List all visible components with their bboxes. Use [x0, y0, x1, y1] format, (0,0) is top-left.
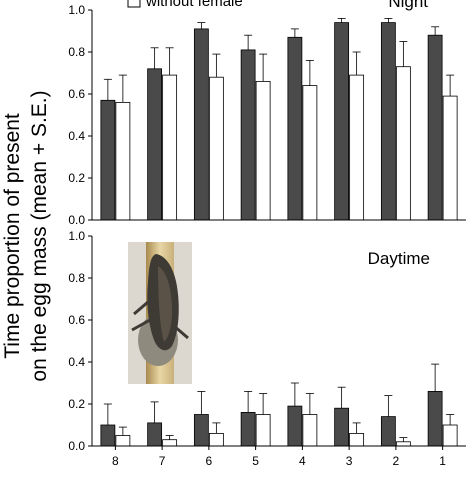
y-tick-label: 0.4 — [68, 355, 85, 369]
bar-light-night-7 — [162, 74, 178, 221]
bar-light-daytime-6 — [208, 432, 224, 447]
bar-light-daytime-3 — [349, 432, 365, 447]
bar-light-night-1 — [442, 95, 458, 221]
legend: without female — [127, 0, 243, 10]
insect-leg-shape — [131, 300, 189, 340]
y-tick-label: 0.2 — [68, 171, 85, 185]
y-tick-label: 0.6 — [68, 87, 85, 101]
x-tick-label: 7 — [159, 454, 166, 468]
bar-light-night-4 — [302, 85, 318, 221]
x-tick-label: 4 — [299, 454, 306, 468]
x-tick-label: 2 — [393, 454, 400, 468]
y-axis-label-line-2: on the egg mass (mean + S.E.) — [28, 90, 51, 381]
bar-dark-daytime-3 — [334, 407, 350, 447]
bar-dark-night-2 — [380, 22, 396, 221]
panel-label-daytime: Daytime — [368, 249, 430, 268]
bar-dark-night-5 — [240, 49, 256, 221]
y-tick-label: 1.0 — [68, 229, 85, 243]
legend-swatch-without-female — [127, 0, 141, 8]
x-tick-label: 8 — [112, 454, 119, 468]
bar-dark-night-6 — [193, 28, 209, 221]
bar-light-daytime-2 — [395, 441, 411, 447]
y-tick-label: 1.0 — [68, 3, 85, 17]
bar-light-night-8 — [115, 102, 131, 221]
bar-dark-daytime-4 — [287, 405, 303, 447]
bar-light-night-2 — [395, 66, 411, 221]
bar-dark-daytime-7 — [147, 422, 163, 447]
y-tick-label: 0.2 — [68, 397, 85, 411]
y-tick-label: 0.8 — [68, 45, 85, 59]
bar-light-daytime-5 — [255, 414, 271, 447]
bar-dark-daytime-2 — [380, 416, 396, 447]
bar-dark-night-4 — [287, 36, 303, 221]
bar-light-daytime-4 — [302, 414, 318, 447]
bar-dark-night-7 — [147, 68, 163, 221]
y-tick-label: 0.0 — [68, 439, 85, 453]
bar-light-daytime-8 — [115, 435, 131, 447]
bar-light-night-3 — [349, 74, 365, 221]
bar-dark-daytime-6 — [193, 414, 209, 447]
y-tick-label: 0.6 — [68, 313, 85, 327]
bar-dark-daytime-8 — [100, 424, 116, 447]
bar-dark-daytime-5 — [240, 411, 256, 447]
x-tick-label: 5 — [252, 454, 259, 468]
axes-layer: 0.0 0.2 0.4 0.6 0.8 1.0 0.0 0.2 0.4 0.6 0.8 1.0 8 7 6 5… — [68, 3, 466, 468]
bar-dark-daytime-1 — [427, 390, 443, 447]
bar-light-night-6 — [208, 76, 224, 221]
x-tick-label: 6 — [206, 454, 213, 468]
x-tick-label: 1 — [439, 454, 446, 468]
y-tick-label: 0.4 — [68, 129, 85, 143]
bar-dark-night-1 — [427, 34, 443, 221]
legend-label-without-female: without female — [145, 0, 243, 10]
bar-light-daytime-7 — [162, 439, 178, 447]
insect-wing-shape — [158, 266, 172, 342]
y-tick-label: 0.8 — [68, 271, 85, 285]
panel-label-night: Night — [388, 0, 428, 11]
y-tick-label: 0.0 — [68, 213, 85, 227]
bar-dark-night-3 — [334, 22, 350, 221]
bar-light-night-5 — [255, 81, 271, 221]
bar-dark-night-8 — [100, 99, 116, 221]
bar-light-daytime-1 — [442, 424, 458, 447]
x-tick-label: 3 — [346, 454, 353, 468]
giant-water-bug-photo — [128, 242, 192, 384]
y-axis-label-line-1: Time proportion of present — [1, 113, 24, 359]
